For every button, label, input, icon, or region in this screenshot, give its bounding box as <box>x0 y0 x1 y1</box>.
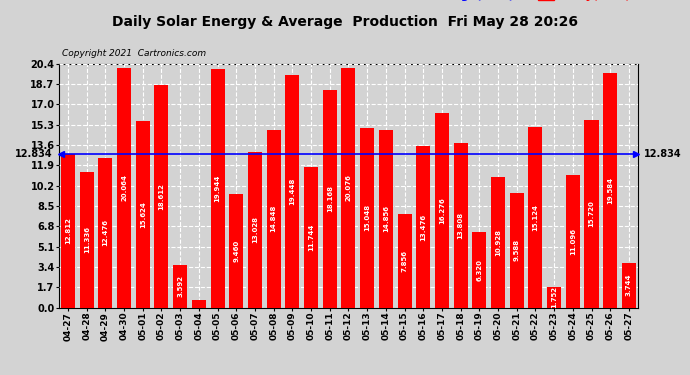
Text: 9.460: 9.460 <box>233 240 239 262</box>
Bar <box>379 130 393 308</box>
Text: 13.808: 13.808 <box>457 211 464 238</box>
Text: 20.076: 20.076 <box>346 174 351 201</box>
Text: 19.448: 19.448 <box>289 178 295 205</box>
Text: 15.624: 15.624 <box>140 201 146 228</box>
Text: Daily Solar Energy & Average  Production  Fri May 28 20:26: Daily Solar Energy & Average Production … <box>112 15 578 29</box>
Bar <box>229 195 244 308</box>
Bar <box>473 232 486 308</box>
Bar <box>117 68 131 308</box>
Text: 12.812: 12.812 <box>65 217 71 244</box>
Bar <box>304 167 318 308</box>
Bar <box>529 127 542 308</box>
Bar <box>491 177 505 308</box>
Text: 13.028: 13.028 <box>252 216 258 243</box>
Bar <box>510 193 524 308</box>
Bar <box>397 214 411 308</box>
Text: 13.476: 13.476 <box>420 213 426 240</box>
Text: 12.834: 12.834 <box>644 149 682 159</box>
Text: Copyright 2021  Cartronics.com: Copyright 2021 Cartronics.com <box>62 49 206 58</box>
Text: 15.124: 15.124 <box>533 204 538 231</box>
Text: 14.856: 14.856 <box>383 205 389 232</box>
Bar <box>360 128 374 308</box>
Text: 6.320: 6.320 <box>476 259 482 281</box>
Bar <box>79 172 94 308</box>
Bar <box>603 74 618 308</box>
Bar <box>453 142 468 308</box>
Bar <box>342 68 355 308</box>
Bar <box>210 69 224 308</box>
Bar <box>99 158 112 308</box>
Bar <box>192 300 206 307</box>
Text: 15.048: 15.048 <box>364 204 370 231</box>
Text: 11.096: 11.096 <box>570 228 576 255</box>
Text: 20.064: 20.064 <box>121 174 127 201</box>
Text: 15.720: 15.720 <box>589 200 595 227</box>
Text: 3.592: 3.592 <box>177 275 183 297</box>
Bar <box>155 85 168 308</box>
Text: 14.848: 14.848 <box>270 205 277 232</box>
Bar <box>286 75 299 307</box>
Text: 1.752: 1.752 <box>551 286 557 308</box>
Text: 18.612: 18.612 <box>159 183 164 210</box>
Bar <box>266 130 281 308</box>
Bar <box>584 120 598 308</box>
Text: 7.856: 7.856 <box>402 250 408 272</box>
Bar <box>435 113 449 308</box>
Text: 18.168: 18.168 <box>327 186 333 213</box>
Bar <box>136 121 150 308</box>
Text: 9.588: 9.588 <box>514 239 520 261</box>
Bar <box>547 286 561 308</box>
Text: 11.744: 11.744 <box>308 224 314 251</box>
Legend: Average(kWh), Daily(kWh): Average(kWh), Daily(kWh) <box>401 0 633 2</box>
Text: 12.834: 12.834 <box>15 149 53 159</box>
Text: 11.336: 11.336 <box>83 226 90 253</box>
Text: 10.928: 10.928 <box>495 229 501 256</box>
Text: 16.276: 16.276 <box>439 197 445 223</box>
Text: 3.744: 3.744 <box>626 274 632 296</box>
Bar <box>173 265 187 308</box>
Bar <box>416 147 431 308</box>
Bar <box>566 175 580 308</box>
Bar <box>323 90 337 308</box>
Text: 19.584: 19.584 <box>607 177 613 204</box>
Bar <box>622 263 636 308</box>
Bar <box>61 154 75 308</box>
Text: 19.944: 19.944 <box>215 175 221 202</box>
Bar <box>248 152 262 308</box>
Text: 12.476: 12.476 <box>102 219 108 246</box>
